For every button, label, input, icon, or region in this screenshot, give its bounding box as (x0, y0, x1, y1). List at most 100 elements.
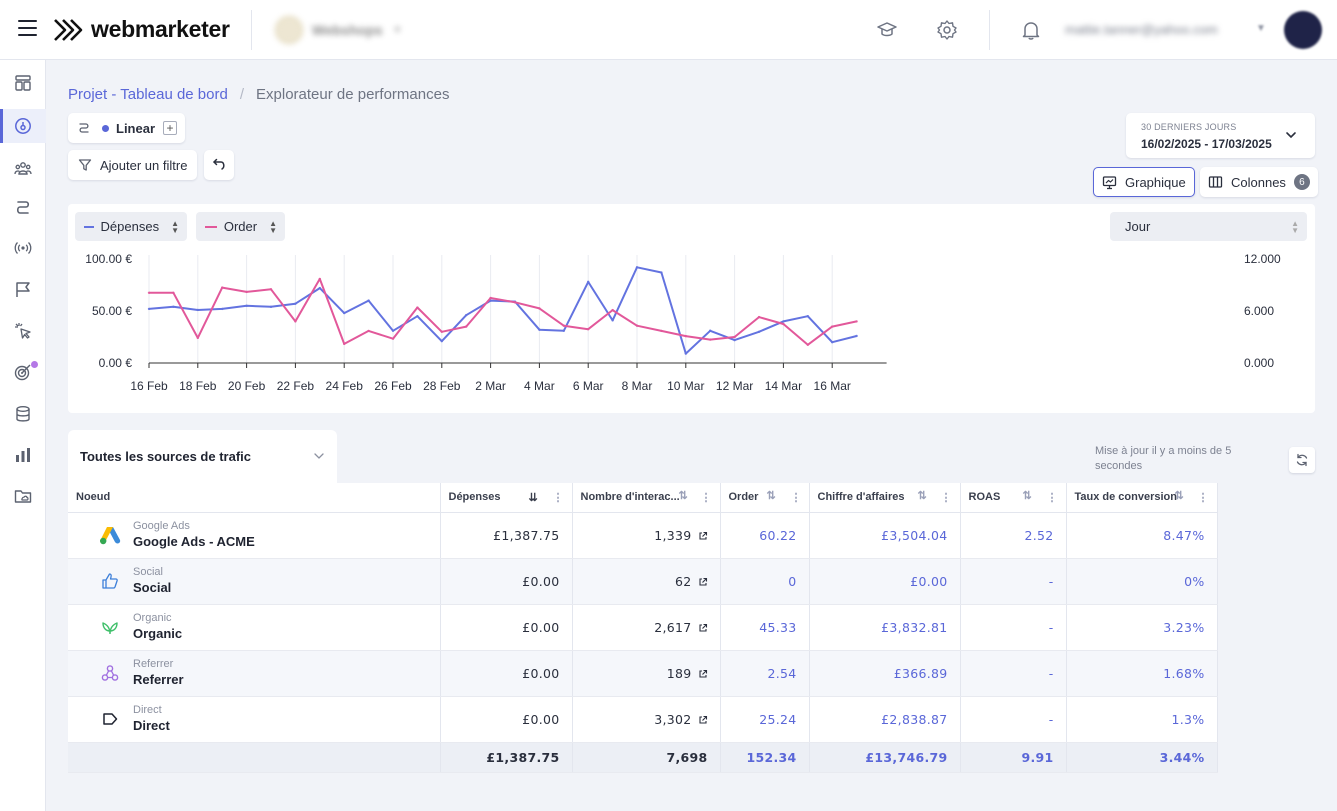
metric-right-selector[interactable]: Order ▲ ▼ (196, 212, 285, 241)
node-cell[interactable]: Organic Organic (68, 604, 441, 651)
sidebar-item-goals[interactable] (0, 273, 46, 307)
user-email[interactable]: mattie.tanner@yahoo.com (1065, 22, 1218, 37)
workspace-selector[interactable]: Webshops ▼ (275, 16, 402, 44)
graph-toggle-button[interactable]: Graphique (1093, 167, 1195, 197)
sidebar-item-broadcast[interactable] (0, 231, 46, 265)
folder-cloud-icon (14, 490, 32, 503)
y-left-tick-label: 50.00 € (92, 304, 132, 318)
conversion-cell: 8.47% (1066, 512, 1218, 559)
attribution-model-chip[interactable]: Linear + (68, 113, 186, 143)
data-point (343, 311, 346, 315)
sidebar-item-files[interactable] (0, 479, 46, 513)
table-row[interactable]: Social Social £0.00 62 0 £0.00 - 0% (68, 558, 1218, 605)
sort-icon[interactable]: ⇅ (1174, 490, 1184, 502)
refresh-icon (1296, 453, 1308, 467)
sidebar-item-journey[interactable] (0, 191, 46, 225)
column-menu-icon[interactable]: ⋮ (1197, 492, 1209, 504)
gear-icon[interactable] (936, 19, 958, 41)
breadcrumb-parent-link[interactable]: Projet - Tableau de bord (68, 86, 228, 103)
metric-left-selector[interactable]: Dépenses ▲ ▼ (75, 212, 187, 241)
column-header-order[interactable]: Order ⇅ ⋮ (720, 483, 810, 513)
sidebar-item-data[interactable] (0, 397, 46, 431)
sidebar-item-performance[interactable] (0, 109, 46, 143)
logo[interactable]: webmarketer (53, 16, 230, 43)
graduation-cap-icon[interactable] (876, 19, 898, 41)
column-header-spend[interactable]: Dépenses ⇊ ⋮ (440, 483, 573, 513)
column-menu-icon[interactable]: ⋮ (940, 492, 952, 504)
sidebar-item-clicks[interactable] (0, 314, 46, 348)
data-point (611, 308, 614, 312)
external-link-icon[interactable] (698, 715, 708, 725)
table-row[interactable]: Organic Organic £0.00 2,617 45.33 £3,832.… (68, 604, 1218, 651)
table-row[interactable]: Referrer Referrer £0.00 189 2.54 £366.89 … (68, 650, 1218, 697)
interactions-cell[interactable]: 2,617 (572, 604, 721, 651)
logo-mark-icon (54, 18, 83, 41)
sidebar-item-audience[interactable] (0, 151, 46, 185)
node-cell[interactable]: Direct Direct (68, 696, 441, 743)
sort-icon[interactable]: ⇅ (917, 490, 927, 502)
columns-icon (1208, 176, 1223, 188)
sort-desc-icon[interactable]: ⇊ (528, 492, 538, 504)
series-spend-swatch (84, 225, 94, 228)
performance-line-chart[interactable]: 16 Feb 18 Feb 20 Feb 22 Feb 24 Feb 26 Feb 28 F… (68, 204, 1315, 413)
table-row[interactable]: Direct Direct £0.00 3,302 25.24 £2,838.87… (68, 696, 1218, 743)
sort-icon[interactable]: ⇅ (678, 490, 688, 502)
external-link-icon[interactable] (698, 531, 708, 541)
data-point (831, 341, 834, 344)
data-point (513, 301, 517, 304)
avatar[interactable] (1284, 11, 1322, 49)
node-cell[interactable]: Social Social (68, 558, 441, 605)
conversion-cell: 0% (1066, 558, 1218, 605)
data-point (440, 330, 443, 333)
x-tick-label: 10 Mar (667, 379, 704, 393)
traffic-source-selector[interactable]: Toutes les sources de trafic (68, 430, 337, 483)
interactions-cell[interactable]: 189 (572, 650, 721, 697)
external-link-icon[interactable] (698, 577, 708, 587)
metric-right-label: Order (223, 219, 258, 234)
data-point (172, 305, 175, 309)
external-link-icon[interactable] (698, 623, 708, 633)
undo-button[interactable] (204, 150, 234, 180)
column-header-node[interactable]: Noeud (68, 483, 441, 513)
column-header-roas[interactable]: ROAS ⇅ ⋮ (960, 483, 1067, 513)
column-header-interactions[interactable]: Nombre d'interac... ⇅ ⋮ (572, 483, 721, 513)
refresh-button[interactable] (1289, 447, 1315, 473)
sidebar-item-targets[interactable] (0, 355, 46, 389)
external-link-icon[interactable] (698, 669, 708, 679)
node-cell[interactable]: Google Ads Google Ads - ACME (68, 512, 441, 559)
date-range-picker[interactable]: 30 DERNIERS JOURS 16/02/2025 - 17/03/202… (1126, 113, 1315, 158)
interactions-cell[interactable]: 1,339 (572, 512, 721, 559)
data-point (147, 291, 151, 294)
sort-icon[interactable]: ⇅ (766, 490, 776, 502)
sort-icon[interactable]: ⇅ (1022, 490, 1032, 502)
columns-button[interactable]: Colonnes 6 (1200, 167, 1318, 197)
sidebar-item-reports[interactable] (0, 438, 46, 472)
table-row[interactable]: Google Ads Google Ads - ACME £1,387.75 1,… (68, 512, 1218, 559)
granularity-selector[interactable]: Jour ▲ ▼ (1110, 212, 1307, 241)
node-cell[interactable]: Referrer Referrer (68, 650, 441, 697)
y-right-tick-label: 6.000 (1244, 304, 1274, 318)
attribution-model-label: Linear (116, 120, 156, 136)
data-point (245, 304, 248, 307)
table-total-row: £1,387.75 7,698 152.34 £13,746.79 9.91 3… (68, 742, 1218, 773)
chevron-down-icon[interactable]: ▼ (1256, 23, 1266, 34)
column-header-revenue[interactable]: Chiffre d'affaires ⇅ ⋮ (809, 483, 961, 513)
x-tick-label: 16 Feb (130, 379, 168, 393)
workspace-avatar (275, 16, 303, 44)
add-model-button[interactable]: + (163, 121, 178, 135)
menu-icon[interactable] (18, 20, 37, 36)
sidebar-item-dashboard[interactable] (0, 66, 46, 100)
add-filter-button[interactable]: Ajouter un filtre (68, 150, 198, 180)
interactions-cell[interactable]: 3,302 (572, 696, 721, 743)
column-menu-icon[interactable]: ⋮ (790, 492, 802, 504)
column-header-conversion[interactable]: Taux de conversion ⇅ ⋮ (1066, 483, 1218, 513)
bell-icon[interactable] (1020, 19, 1042, 41)
performance-gauge-icon (15, 118, 31, 134)
column-menu-icon[interactable]: ⋮ (552, 492, 564, 504)
total-conversion-cell: 3.44% (1066, 742, 1218, 773)
interactions-cell[interactable]: 62 (572, 558, 721, 605)
series-line-order (149, 277, 857, 346)
column-menu-icon[interactable]: ⋮ (700, 492, 712, 504)
column-menu-icon[interactable]: ⋮ (1046, 492, 1058, 504)
workspace-name: Webshops (312, 22, 383, 38)
